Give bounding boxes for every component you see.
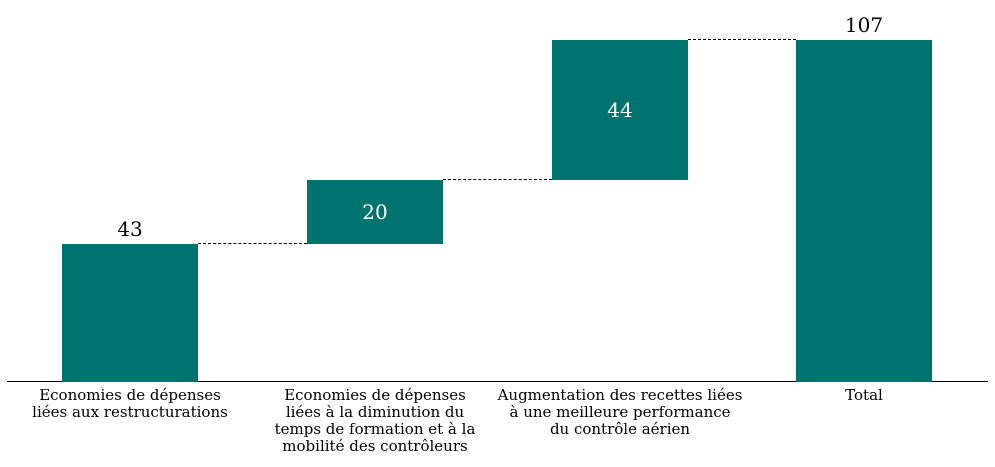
waterfall-connector-line xyxy=(688,38,796,40)
bar-value-label: 43 xyxy=(117,217,143,242)
category-label-line: mobilité des contrôleurs xyxy=(282,437,468,455)
category-label-line: du contrôle aérien xyxy=(549,420,691,438)
category-label-line: Augmentation des recettes liées xyxy=(497,386,743,404)
category-label-line: temps de formation et à la xyxy=(274,420,476,438)
category-label-line: Economies de dépenses xyxy=(284,386,466,404)
category-label: Economies de dépenses liées aux restructu… xyxy=(0,387,260,421)
bar-value-label: 107 xyxy=(844,12,884,37)
category-label: Economies de dépenses liées à la diminuti… xyxy=(245,387,505,455)
waterfall-connector-line xyxy=(198,243,307,245)
waterfall-connector-line xyxy=(443,179,552,181)
category-label: Augmentation des recettes liées à une mei… xyxy=(490,387,750,438)
bar-value-label: 44 xyxy=(607,98,633,122)
category-label-line: Economies de dépenses xyxy=(39,386,221,404)
waterfall-bar xyxy=(552,39,688,181)
category-label-line: liées à la diminution du xyxy=(285,403,465,421)
waterfall-bar xyxy=(62,244,198,382)
category-label-line: Total xyxy=(845,386,883,404)
bar-value-label: 20 xyxy=(362,200,388,225)
waterfall-bar xyxy=(796,39,932,382)
category-label-line: à une meilleure performance xyxy=(509,403,731,421)
x-axis-line xyxy=(7,381,988,382)
waterfall-bar xyxy=(307,180,443,245)
category-label: Total xyxy=(734,387,994,404)
category-label-line: liées aux restructurations xyxy=(32,403,228,421)
